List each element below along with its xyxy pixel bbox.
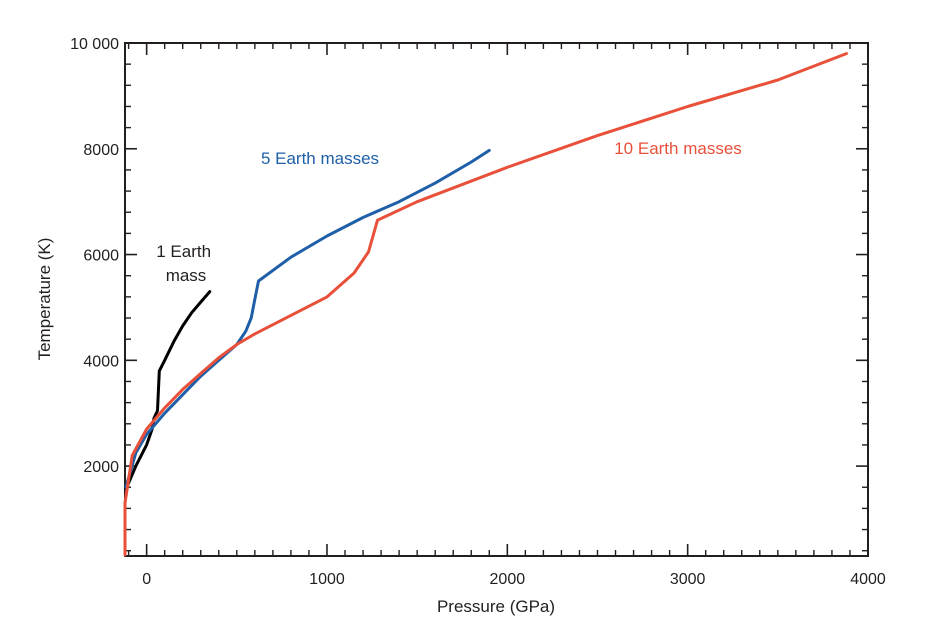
x-tick-label: 4000 [850,571,886,588]
y-tick-labels: 2000 4000 6000 8000 10 000 [70,36,119,476]
series-label-10-earth-masses-line-1: 10 Earth masses [614,139,742,158]
series-label-5-earth-masses-line-1: 5 Earth masses [261,149,379,168]
series-line-10-earth-masses [123,52,848,557]
series-label-1-earth-mass-line-2: mass [166,266,207,285]
x-tick-label: 0 [142,571,151,588]
major-ticks [125,42,869,556]
x-tick-label: 2000 [490,571,526,588]
y-tick-label: 2000 [83,459,119,476]
series-label-10-earth-masses: 10 Earth masses [614,139,742,158]
series-label-5-earth-masses: 5 Earth masses [261,149,379,168]
y-axis-label: Temperature (K) [35,238,54,361]
x-axis-label: Pressure (GPa) [437,597,555,616]
series-lines [123,52,848,557]
y-tick-label: 6000 [83,248,119,265]
plot-frame [124,42,869,557]
x-tick-labels: 0 1000 2000 3000 4000 [142,571,886,588]
series-label-1-earth-mass-line-1: 1 Earth [156,242,211,261]
series-line-5-earth-masses [124,148,491,489]
series-label-1-earth-mass: 1 Earth mass [156,242,216,285]
y-tick-label: 4000 [83,353,119,370]
y-tick-label: 8000 [83,142,119,159]
x-tick-label: 1000 [309,571,345,588]
series-line-1-earth-mass [125,290,212,489]
y-tick-label: 10 000 [70,36,119,53]
minor-ticks [125,43,868,556]
x-tick-label: 3000 [670,571,706,588]
